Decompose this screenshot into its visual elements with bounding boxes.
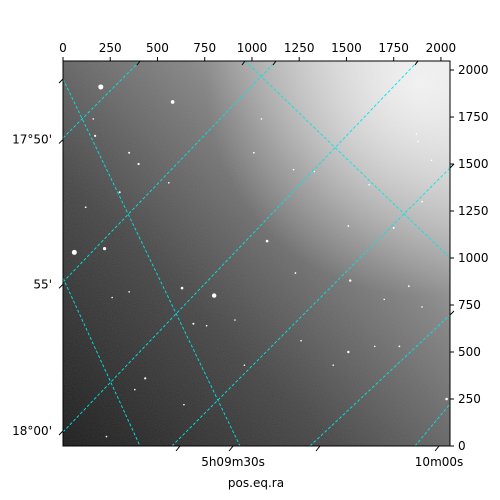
grid-line-1 bbox=[63, 277, 141, 446]
axis-ticks: 0 250 500 750 1000 1250 1500 1750 2000 0 250 500 750… bbox=[12, 41, 488, 469]
star-6 bbox=[265, 239, 269, 243]
dec-tick-1 bbox=[58, 283, 64, 289]
star-39 bbox=[430, 159, 433, 162]
star-5 bbox=[180, 286, 184, 290]
top-tick-label-6: 1500 bbox=[331, 41, 362, 55]
star-44 bbox=[92, 118, 95, 120]
grid-line-5 bbox=[171, 167, 450, 446]
grid-line-7 bbox=[309, 314, 450, 446]
star-10 bbox=[349, 279, 352, 282]
ra-tick-label-0: 5h09m30s bbox=[201, 455, 265, 469]
plot-frame bbox=[62, 60, 451, 447]
star-31 bbox=[234, 319, 236, 321]
star-16 bbox=[118, 191, 121, 194]
star-43 bbox=[417, 140, 420, 143]
star-15 bbox=[192, 322, 195, 325]
grid-line-8 bbox=[414, 403, 450, 446]
right-tick-label-7: 1750 bbox=[458, 110, 489, 124]
right-tick-label-6: 1500 bbox=[458, 157, 489, 171]
star-14 bbox=[144, 377, 147, 380]
star-30 bbox=[368, 183, 370, 186]
star-36 bbox=[260, 118, 263, 120]
sky-image bbox=[63, 61, 450, 446]
top-minor-tick-0 bbox=[241, 60, 246, 66]
ra-tick-0 bbox=[228, 445, 234, 452]
star-40 bbox=[421, 306, 423, 308]
star-26 bbox=[300, 339, 302, 342]
star-37 bbox=[332, 364, 335, 366]
right-tick-label-2: 500 bbox=[458, 345, 481, 359]
top-tick-label-1: 250 bbox=[99, 41, 122, 55]
star-28 bbox=[84, 206, 87, 209]
star-0 bbox=[98, 84, 104, 90]
dec-tick-label-2: 18°00' bbox=[12, 424, 52, 438]
top-minor-tick-2 bbox=[414, 60, 419, 66]
star-18 bbox=[407, 285, 410, 288]
dec-tick-2 bbox=[58, 430, 64, 436]
star-12 bbox=[445, 397, 448, 401]
star-3 bbox=[102, 247, 107, 251]
star-9 bbox=[128, 151, 131, 154]
x-axis-label: pos.eq.ra bbox=[228, 476, 284, 490]
star-29 bbox=[111, 296, 113, 299]
star-41 bbox=[243, 364, 246, 366]
dec-minor-tick-0 bbox=[58, 78, 64, 84]
star-25 bbox=[398, 345, 401, 348]
right-tick-label-5: 1250 bbox=[458, 204, 489, 218]
ra-minor-tick-1 bbox=[315, 445, 321, 452]
dec-tick-label-1: 55' bbox=[33, 277, 52, 291]
grid-line-6 bbox=[244, 61, 450, 259]
ra-tick-1 bbox=[434, 445, 440, 452]
star-19 bbox=[347, 225, 350, 227]
star-42 bbox=[105, 435, 108, 438]
right-tick-label-0: 0 bbox=[458, 439, 466, 453]
top-tick-label-0: 0 bbox=[59, 41, 67, 55]
star-34 bbox=[313, 170, 316, 173]
top-tick-label-4: 1000 bbox=[237, 41, 268, 55]
grid-line-2 bbox=[63, 61, 141, 139]
dec-tick-0 bbox=[58, 139, 64, 144]
ra-tick-label-1: 10m00s bbox=[415, 455, 463, 469]
right-tick-label-3: 750 bbox=[458, 298, 481, 312]
star-1 bbox=[170, 100, 175, 104]
grid-line-0 bbox=[63, 78, 241, 446]
star-17 bbox=[252, 151, 255, 154]
star-7 bbox=[137, 162, 140, 166]
star-45 bbox=[183, 403, 185, 406]
star-4 bbox=[211, 293, 217, 298]
right-tick-label-4: 1000 bbox=[458, 251, 489, 265]
right-minor-tick-0 bbox=[449, 163, 455, 169]
star-20 bbox=[421, 200, 423, 203]
top-tick-label-5: 1250 bbox=[284, 41, 315, 55]
star-22 bbox=[168, 182, 170, 184]
star-33 bbox=[415, 133, 418, 135]
top-tick-label-7: 1750 bbox=[378, 41, 409, 55]
star-11 bbox=[392, 226, 395, 229]
top-tick-label-2: 500 bbox=[146, 41, 169, 55]
right-tick-label-8: 2000 bbox=[458, 63, 489, 77]
star-8 bbox=[94, 134, 97, 137]
ra-minor-tick-0 bbox=[175, 445, 181, 452]
star-24 bbox=[373, 345, 376, 348]
top-minor-tick-1 bbox=[272, 60, 277, 66]
top-minor-tick-3 bbox=[136, 60, 141, 66]
right-minor-tick-1 bbox=[449, 310, 455, 316]
dec-tick-label-0: 17°50' bbox=[12, 133, 52, 147]
star-13 bbox=[347, 350, 350, 354]
star-27 bbox=[383, 298, 386, 301]
star-35 bbox=[292, 168, 295, 171]
star-21 bbox=[294, 272, 297, 274]
coordinate-grid bbox=[63, 61, 450, 446]
star-23 bbox=[128, 291, 130, 293]
star-32 bbox=[205, 324, 208, 327]
top-tick-label-3: 750 bbox=[193, 41, 216, 55]
grid-line-4 bbox=[63, 61, 419, 433]
top-tick-label-8: 2000 bbox=[426, 41, 457, 55]
star-2 bbox=[71, 249, 77, 255]
star-field bbox=[71, 84, 448, 438]
star-38 bbox=[134, 388, 136, 391]
right-tick-label-1: 250 bbox=[458, 392, 481, 406]
grid-line-3 bbox=[63, 61, 277, 283]
